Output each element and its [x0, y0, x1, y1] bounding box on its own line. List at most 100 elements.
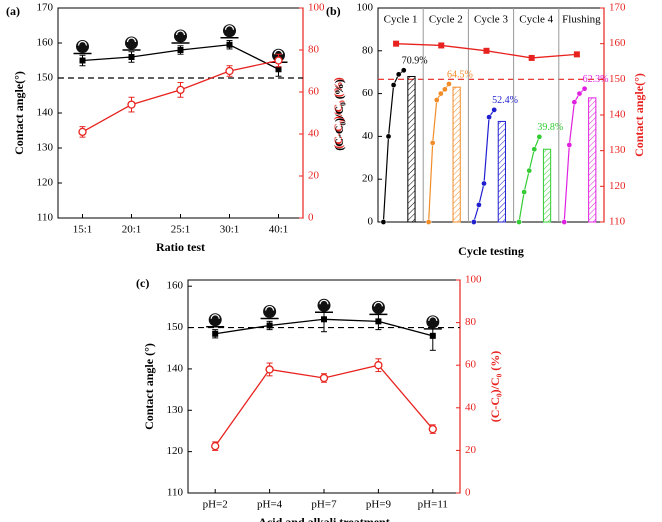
- marker: [374, 361, 383, 370]
- y2-tick-label: 100: [308, 2, 325, 14]
- bar: [497, 120, 506, 223]
- y2-tick-label: 40: [308, 128, 320, 140]
- marker: [446, 81, 452, 87]
- marker: [438, 42, 445, 49]
- y-tick-label: 100: [357, 2, 374, 14]
- value-label: 70.9%: [402, 56, 428, 67]
- marker: [516, 219, 522, 225]
- y2-tick-label: 20: [465, 444, 477, 456]
- marker: [573, 51, 580, 58]
- marker: [393, 40, 400, 47]
- y2-tick-label: 40: [465, 401, 477, 413]
- droplet-shine: [273, 49, 284, 55]
- marker: [437, 90, 444, 97]
- marker: [321, 316, 327, 323]
- y-tick-label: 160: [37, 37, 54, 49]
- value-label: 62.3%: [583, 74, 609, 85]
- y-tick-label: 110: [37, 212, 54, 224]
- marker: [561, 219, 568, 225]
- y2-tick-label: 80: [465, 316, 477, 328]
- marker: [483, 47, 490, 54]
- y-tick-label: 120: [167, 445, 184, 457]
- marker: [566, 142, 573, 148]
- marker: [319, 373, 329, 383]
- droplet-shine: [77, 40, 88, 46]
- x-axis-label: Cycle testing: [458, 244, 524, 258]
- y2-tick-label: 120: [609, 180, 626, 192]
- x-axis-label: Ratio test: [156, 240, 205, 254]
- y2-tick-label: 160: [609, 37, 626, 49]
- y-tick-label: 140: [167, 362, 184, 374]
- y2-tick-label: 150: [609, 73, 626, 85]
- y-tick-label: 110: [167, 487, 184, 499]
- marker: [78, 127, 87, 137]
- y2-tick-label: 100: [465, 274, 482, 286]
- marker: [375, 318, 382, 325]
- y-axis-label: (C-C₀)/C₀ (%): [332, 79, 346, 151]
- y2-tick-label: 60: [308, 86, 320, 98]
- y-tick-label: 80: [362, 44, 374, 56]
- marker: [395, 71, 402, 78]
- bar: [588, 97, 597, 223]
- marker: [429, 139, 436, 146]
- marker: [176, 85, 185, 95]
- y-tick-label: 150: [37, 72, 54, 84]
- x-tick-label: 40:1: [269, 224, 289, 236]
- marker: [274, 56, 283, 65]
- marker: [481, 180, 487, 187]
- droplet-shine: [373, 301, 383, 307]
- marker: [265, 365, 274, 374]
- x-tick-label: pH=2: [203, 499, 228, 511]
- marker: [428, 424, 437, 434]
- droplet-shine: [210, 314, 220, 319]
- value-label: 39.8%: [537, 122, 563, 133]
- panel-label: (c): [136, 276, 149, 290]
- y-tick-label: 120: [37, 177, 54, 189]
- marker: [470, 219, 477, 225]
- x-tick-label: pH=11: [418, 499, 448, 511]
- panel-label: (a): [6, 4, 20, 18]
- x-tick-label: pH=4: [257, 499, 283, 511]
- y-axis-label: Contact angle (°): [142, 343, 156, 430]
- y2-axis-label: Contact angle(°): [632, 73, 646, 157]
- group-label: Flushing: [562, 14, 601, 26]
- value-label: 64.5%: [447, 69, 473, 80]
- y-tick-label: 130: [37, 142, 54, 154]
- y2-tick-label: 0: [465, 487, 471, 499]
- x-tick-label: 20:1: [122, 224, 142, 236]
- marker: [576, 90, 583, 97]
- marker: [390, 82, 397, 88]
- droplet-shine: [319, 299, 329, 305]
- y2-axis-label: (C-C₀)/C₀ (%): [488, 351, 502, 423]
- x-axis-label: Acid and alkali treatment: [258, 515, 389, 522]
- y-tick-label: 0: [368, 216, 374, 228]
- group-label: Cycle 3: [474, 14, 508, 26]
- panel-label: (b): [326, 4, 341, 18]
- x-tick-label: pH=9: [366, 499, 392, 511]
- marker: [528, 54, 535, 61]
- y-tick-label: 20: [362, 173, 374, 185]
- x-tick-label: pH=7: [311, 499, 337, 511]
- marker: [425, 219, 432, 225]
- group-label: Cycle 1: [384, 14, 418, 26]
- series-line: [428, 83, 450, 223]
- marker: [400, 67, 407, 74]
- marker: [380, 219, 387, 225]
- y-tick-label: 60: [362, 87, 374, 99]
- series-line: [382, 69, 405, 223]
- marker: [128, 54, 135, 60]
- bar: [452, 86, 461, 223]
- y2-tick-label: 80: [308, 44, 320, 56]
- y-axis-label: Contact angle(°): [12, 71, 26, 155]
- droplet-shine: [126, 37, 137, 43]
- marker: [521, 189, 527, 195]
- marker: [211, 441, 220, 451]
- group-label: Cycle 4: [519, 14, 553, 26]
- group-label: Cycle 2: [429, 14, 463, 26]
- y-tick-label: 160: [167, 280, 184, 292]
- marker: [536, 133, 543, 140]
- marker: [226, 41, 233, 48]
- marker: [275, 66, 282, 73]
- droplet-shine: [175, 30, 186, 36]
